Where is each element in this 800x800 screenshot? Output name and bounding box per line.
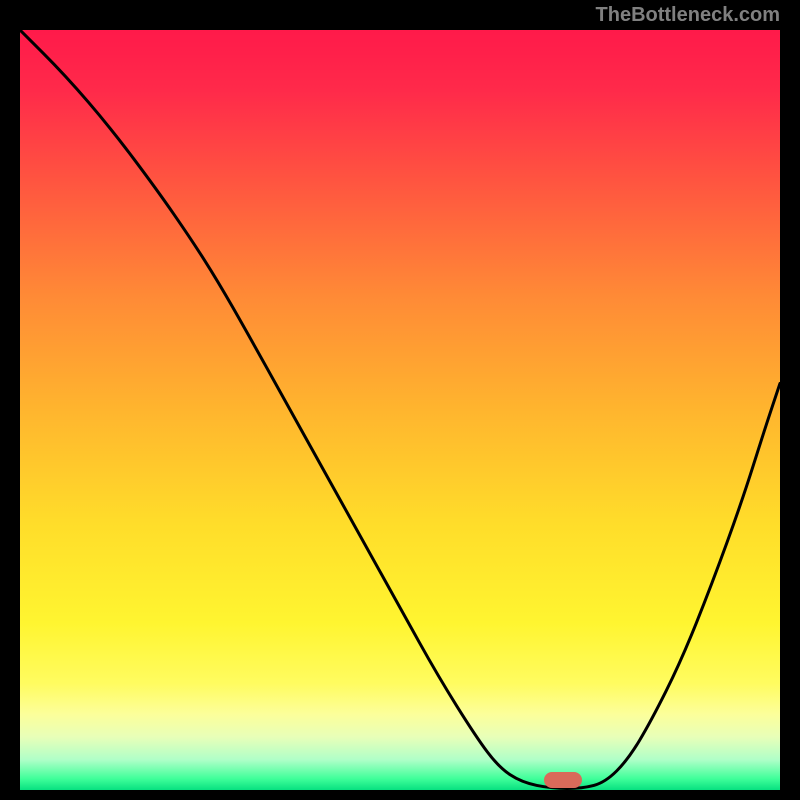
curve-line xyxy=(20,30,780,790)
plot-area xyxy=(20,30,780,790)
watermark-text: TheBottleneck.com xyxy=(596,4,780,27)
minimum-marker xyxy=(544,772,582,788)
